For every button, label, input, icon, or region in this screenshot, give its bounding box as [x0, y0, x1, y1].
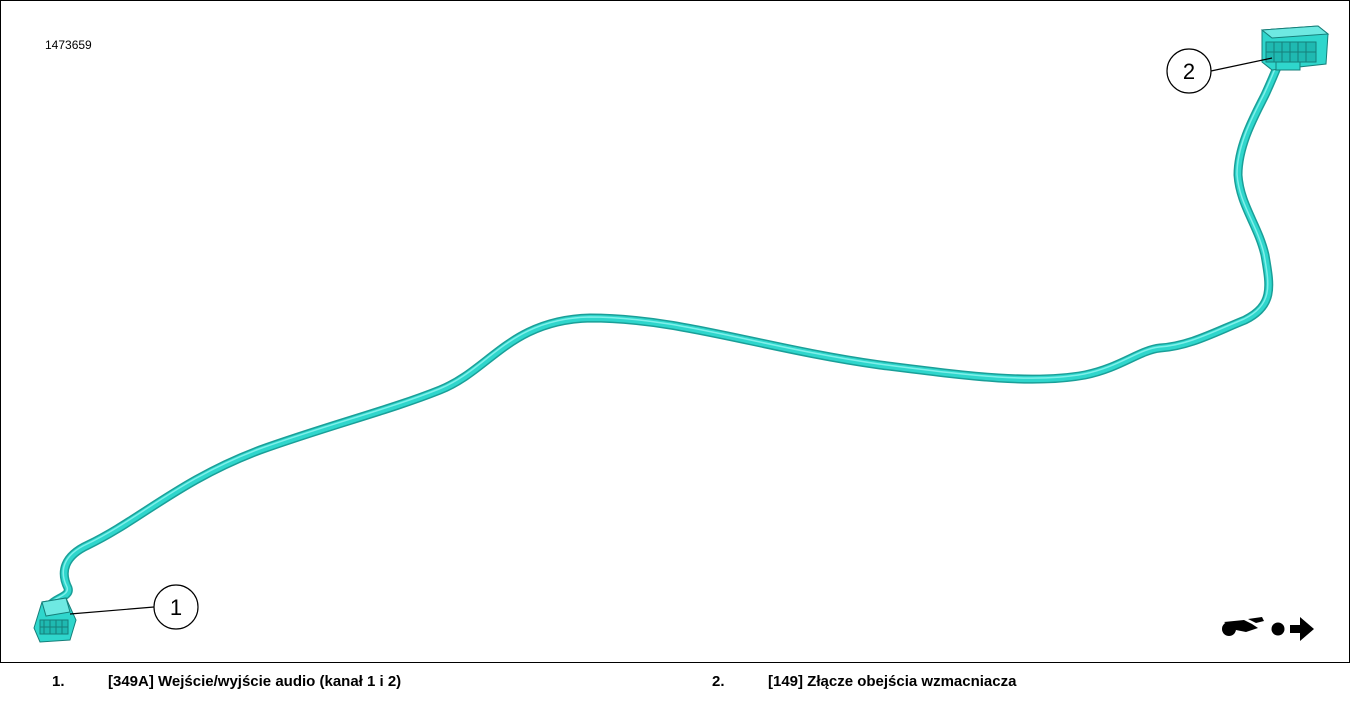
- motorcycle-forward-arrow-icon: [1222, 617, 1314, 641]
- connector-1: [33, 597, 77, 643]
- legend-item-2-text: [149] Złącze obejścia wzmacniacza: [768, 673, 1017, 690]
- legend-item-1-number: 1.: [52, 673, 65, 690]
- legend-item-1-text: [349A] Wejście/wyjście audio (kanał 1 i …: [108, 673, 402, 690]
- connector-2: [1260, 25, 1330, 71]
- diagram-frame: [0, 0, 1350, 663]
- callout-1: 1: [69, 584, 199, 630]
- callout-2: 2: [1166, 48, 1273, 94]
- harness-diagram: 1 2: [33, 25, 1330, 643]
- callout-2-number: 2: [1183, 59, 1195, 84]
- cable-harness: [43, 55, 1285, 623]
- legend-item-2-number: 2.: [712, 673, 725, 690]
- figure-id: 1473659: [45, 38, 92, 52]
- callout-1-number: 1: [170, 595, 182, 620]
